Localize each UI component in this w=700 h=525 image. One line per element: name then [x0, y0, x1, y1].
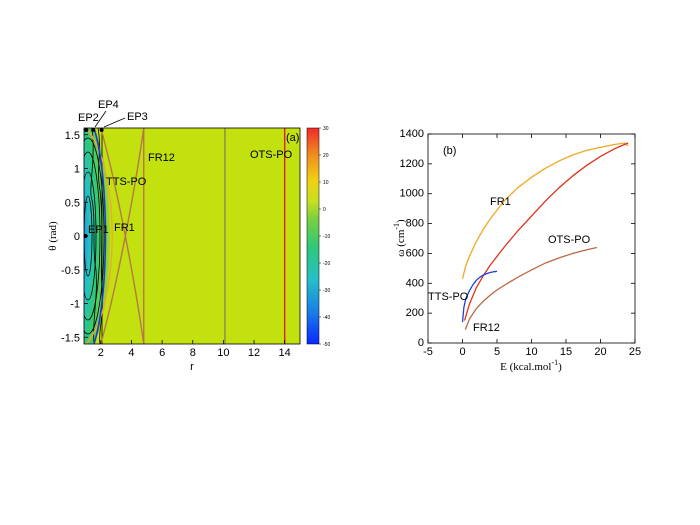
annotation-tts-po: TTS-PO: [106, 176, 147, 188]
tts-po-orbit: [93, 128, 107, 344]
panel-b-tag: (b): [443, 145, 456, 157]
contour-line: [84, 151, 101, 321]
y-tick-label: 600: [406, 247, 424, 259]
x-tick-label: 15: [560, 346, 572, 358]
x-tick-label: 12: [248, 347, 260, 359]
annotation-fr1-b: FR1: [490, 196, 511, 208]
x-tick-label: -5: [423, 346, 433, 358]
contour-line: [84, 137, 105, 335]
colorbar-tick-label: -10: [323, 234, 330, 240]
series-tts-po: [461, 270, 498, 323]
colorbar-tick-label: 30: [323, 126, 329, 132]
y-tick-label: 1400: [400, 128, 424, 140]
y-tick-label: -1.5: [61, 332, 80, 344]
x-tick-label: 2: [98, 347, 104, 359]
x-tick-label: 5: [494, 346, 500, 358]
heatmap-background: [84, 128, 300, 344]
colorbar: 30 20 10 0 -10 -20 -30 -40 -50: [306, 126, 330, 348]
colorbar-tick-label: -20: [323, 261, 330, 267]
y-tick-label: 800: [406, 218, 424, 230]
point-ep1: [83, 234, 88, 238]
panel-a: 2 4 6 8 10 12 14 -1.5 -1 -0.5 0 0.5 1 1.5 r θ (rad) (…: [47, 99, 330, 373]
contour-line: [84, 171, 97, 301]
colorbar-tick-label: 0: [323, 207, 326, 213]
vertical-orbits: [143, 128, 286, 344]
panel-a-ylabel: θ (rad): [47, 221, 59, 251]
y-tick-label: 0.5: [65, 197, 80, 209]
annotation-ep1: EP1: [88, 224, 109, 236]
y-tick-label: 400: [406, 277, 424, 289]
annotation-tts-po-b: TTS-PO: [428, 291, 469, 303]
annotation-fr12: FR12: [148, 152, 175, 164]
y-tick-label: 1200: [400, 158, 424, 170]
x-tick-label: 0: [459, 346, 465, 358]
y-tick-label: 1: [74, 164, 80, 176]
colorbar-tick-label: -40: [323, 315, 330, 321]
series-fr12: [464, 246, 598, 330]
y-tick-label: 1000: [400, 188, 424, 200]
y-tick-label: -0.5: [61, 265, 80, 277]
panel-a-xlabel: r: [190, 361, 194, 373]
panel-b-ylabel: ω (cm-1): [392, 219, 407, 257]
x-tick-label: 8: [190, 347, 196, 359]
x-tick-label: 4: [128, 347, 134, 359]
contour-line: [84, 195, 93, 277]
x-tick-label: 10: [217, 347, 229, 359]
panel-a-tag: (a): [286, 132, 299, 144]
point-ep3: [99, 128, 104, 133]
equilibrium-points: [83, 128, 104, 238]
series-fr1: [461, 142, 629, 279]
annotation-ots-po: OTS-PO: [250, 149, 293, 161]
annotation-ep3: EP3: [127, 111, 148, 123]
panel-b-series: [461, 142, 629, 330]
annotation-ep2: EP2: [78, 112, 99, 124]
colorbar-tick-label: 10: [323, 180, 329, 186]
fr12-orbit-branch: [100, 128, 145, 344]
arrow-ep4: [94, 110, 107, 128]
contour-line: [90, 128, 97, 344]
fr1-orbit: [85, 128, 113, 344]
y-tick-label: -1: [70, 299, 80, 311]
colorbar-tick-label: 20: [323, 153, 329, 159]
annotation-arrows: [94, 110, 126, 128]
x-tick-label: 25: [629, 346, 641, 358]
annotation-fr1: FR1: [114, 222, 135, 234]
x-tick-label: 14: [279, 347, 291, 359]
annotation-ep4: EP4: [98, 99, 119, 111]
annotation-fr12-b: FR12: [473, 322, 500, 334]
y-tick-label: 200: [406, 307, 424, 319]
point-ep2: [84, 128, 89, 133]
colorbar-ticks: 30 20 10 0 -10 -20 -30 -40 -50: [319, 126, 330, 348]
fr12-orbit-branch: [100, 128, 145, 344]
x-tick-label: 6: [159, 347, 165, 359]
point-ep4: [91, 128, 96, 133]
annotation-ots-po-b: OTS-PO: [548, 234, 591, 246]
y-tick-label: 0: [418, 337, 424, 349]
y-tick-label: 0: [74, 231, 80, 243]
y-tick-label: 1.5: [65, 130, 80, 142]
x-tick-label: 10: [525, 346, 537, 358]
x-tick-label: 20: [594, 346, 606, 358]
arrow-ep3: [103, 117, 126, 128]
colorbar-tick-label: -50: [323, 342, 330, 348]
colorbar-tick-label: -30: [323, 288, 330, 294]
panel-b-frame: [427, 133, 636, 344]
series-ots-po: [463, 142, 629, 321]
panel-a-ticks: 2 4 6 8 10 12 14 -1.5 -1 -0.5 0 0.5 1 1.5: [61, 130, 291, 359]
panel-b-xlabel: E (kcal.mol-1): [500, 358, 562, 373]
colorbar-gradient: [306, 127, 320, 345]
